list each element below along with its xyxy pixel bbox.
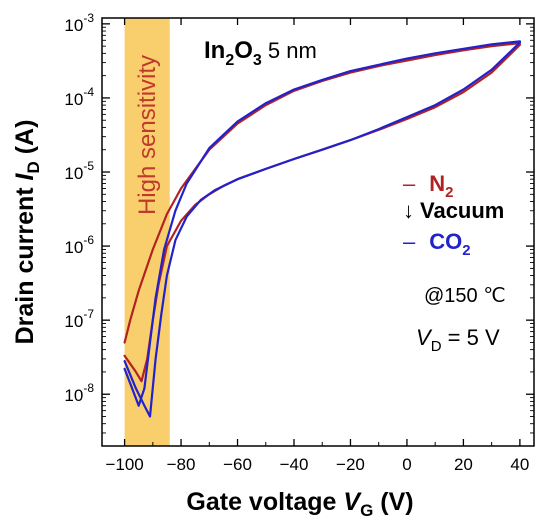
x-axis-label-symbol: V xyxy=(343,488,362,516)
material-sub2: 3 xyxy=(253,52,262,69)
material-label: In2O3 5 nm xyxy=(204,37,317,69)
legend: – N2 ↓ Vacuum – CO2 xyxy=(403,171,504,259)
material-thickness: 5 nm xyxy=(262,38,317,63)
series-layer xyxy=(123,40,522,418)
y-axis-label-text: Drain current xyxy=(11,180,39,344)
x-tick-label: 0 xyxy=(402,455,411,474)
y-tick-label: 10-8 xyxy=(64,381,94,405)
legend-sub-co2: 2 xyxy=(462,242,470,259)
legend-dash-n2: – xyxy=(403,171,416,196)
legend-label-co2: CO xyxy=(429,229,462,254)
y-tick-label: 10-5 xyxy=(64,159,94,183)
temperature-label: @150 ℃ xyxy=(424,285,506,307)
x-tick-label: −40 xyxy=(280,455,309,474)
series-n2-backward xyxy=(123,41,522,344)
material-base: In xyxy=(204,37,225,64)
y-tick-label: 10-4 xyxy=(64,85,94,109)
x-tick-label: 20 xyxy=(454,455,473,474)
material-sub1: 2 xyxy=(225,52,234,69)
y-axis-label-subscript: D xyxy=(24,161,43,173)
y-tick-label: 10-3 xyxy=(64,11,94,35)
legend-sub-n2: 2 xyxy=(445,184,453,201)
series-co2-backward xyxy=(123,40,522,407)
material-mid: O xyxy=(234,37,253,64)
legend-entry-vacuum: ↓ Vacuum xyxy=(403,198,504,223)
x-tick-label: −60 xyxy=(223,455,252,474)
drain-voltage-label: VD = 5 V xyxy=(416,325,500,355)
y-axis-label-symbol: I xyxy=(11,172,39,180)
ticks-layer: −100 −80 −60 −40 −20 0 20 40 10-8 10-7 10-6 10-5 10-… xyxy=(64,11,534,474)
x-axis-label-text: Gate voltage xyxy=(186,488,343,516)
band-label: High sensitivity xyxy=(134,55,161,215)
x-tick-label: 40 xyxy=(510,455,529,474)
y-tick-label: 10-6 xyxy=(64,233,94,257)
y-axis-label-unit: (A) xyxy=(11,120,39,162)
x-axis-label-subscript: G xyxy=(360,501,373,520)
vd-symbol: V xyxy=(416,325,433,350)
plot-frame xyxy=(101,17,535,447)
x-tick-label: −20 xyxy=(336,455,365,474)
vd-value: = 5 V xyxy=(442,325,500,350)
y-axis-label: Drain current ID (A) xyxy=(11,120,43,345)
legend-entry-co2: – CO2 xyxy=(403,229,471,259)
legend-label-n2: N xyxy=(429,171,445,196)
x-axis-label: Gate voltage VG (V) xyxy=(186,488,413,520)
legend-dash-co2: – xyxy=(403,229,416,254)
legend-entry-n2: – N2 xyxy=(403,171,453,201)
y-tick-label: 10-7 xyxy=(64,307,94,331)
legend-arrow-vacuum: ↓ xyxy=(403,198,414,223)
series-co2-forward xyxy=(123,41,522,418)
legend-label-vacuum: Vacuum xyxy=(420,198,504,223)
vd-subscript: D xyxy=(431,338,442,355)
x-tick-label: −100 xyxy=(105,455,143,474)
x-tick-label: −80 xyxy=(167,455,196,474)
x-axis-label-unit: (V) xyxy=(373,488,413,516)
